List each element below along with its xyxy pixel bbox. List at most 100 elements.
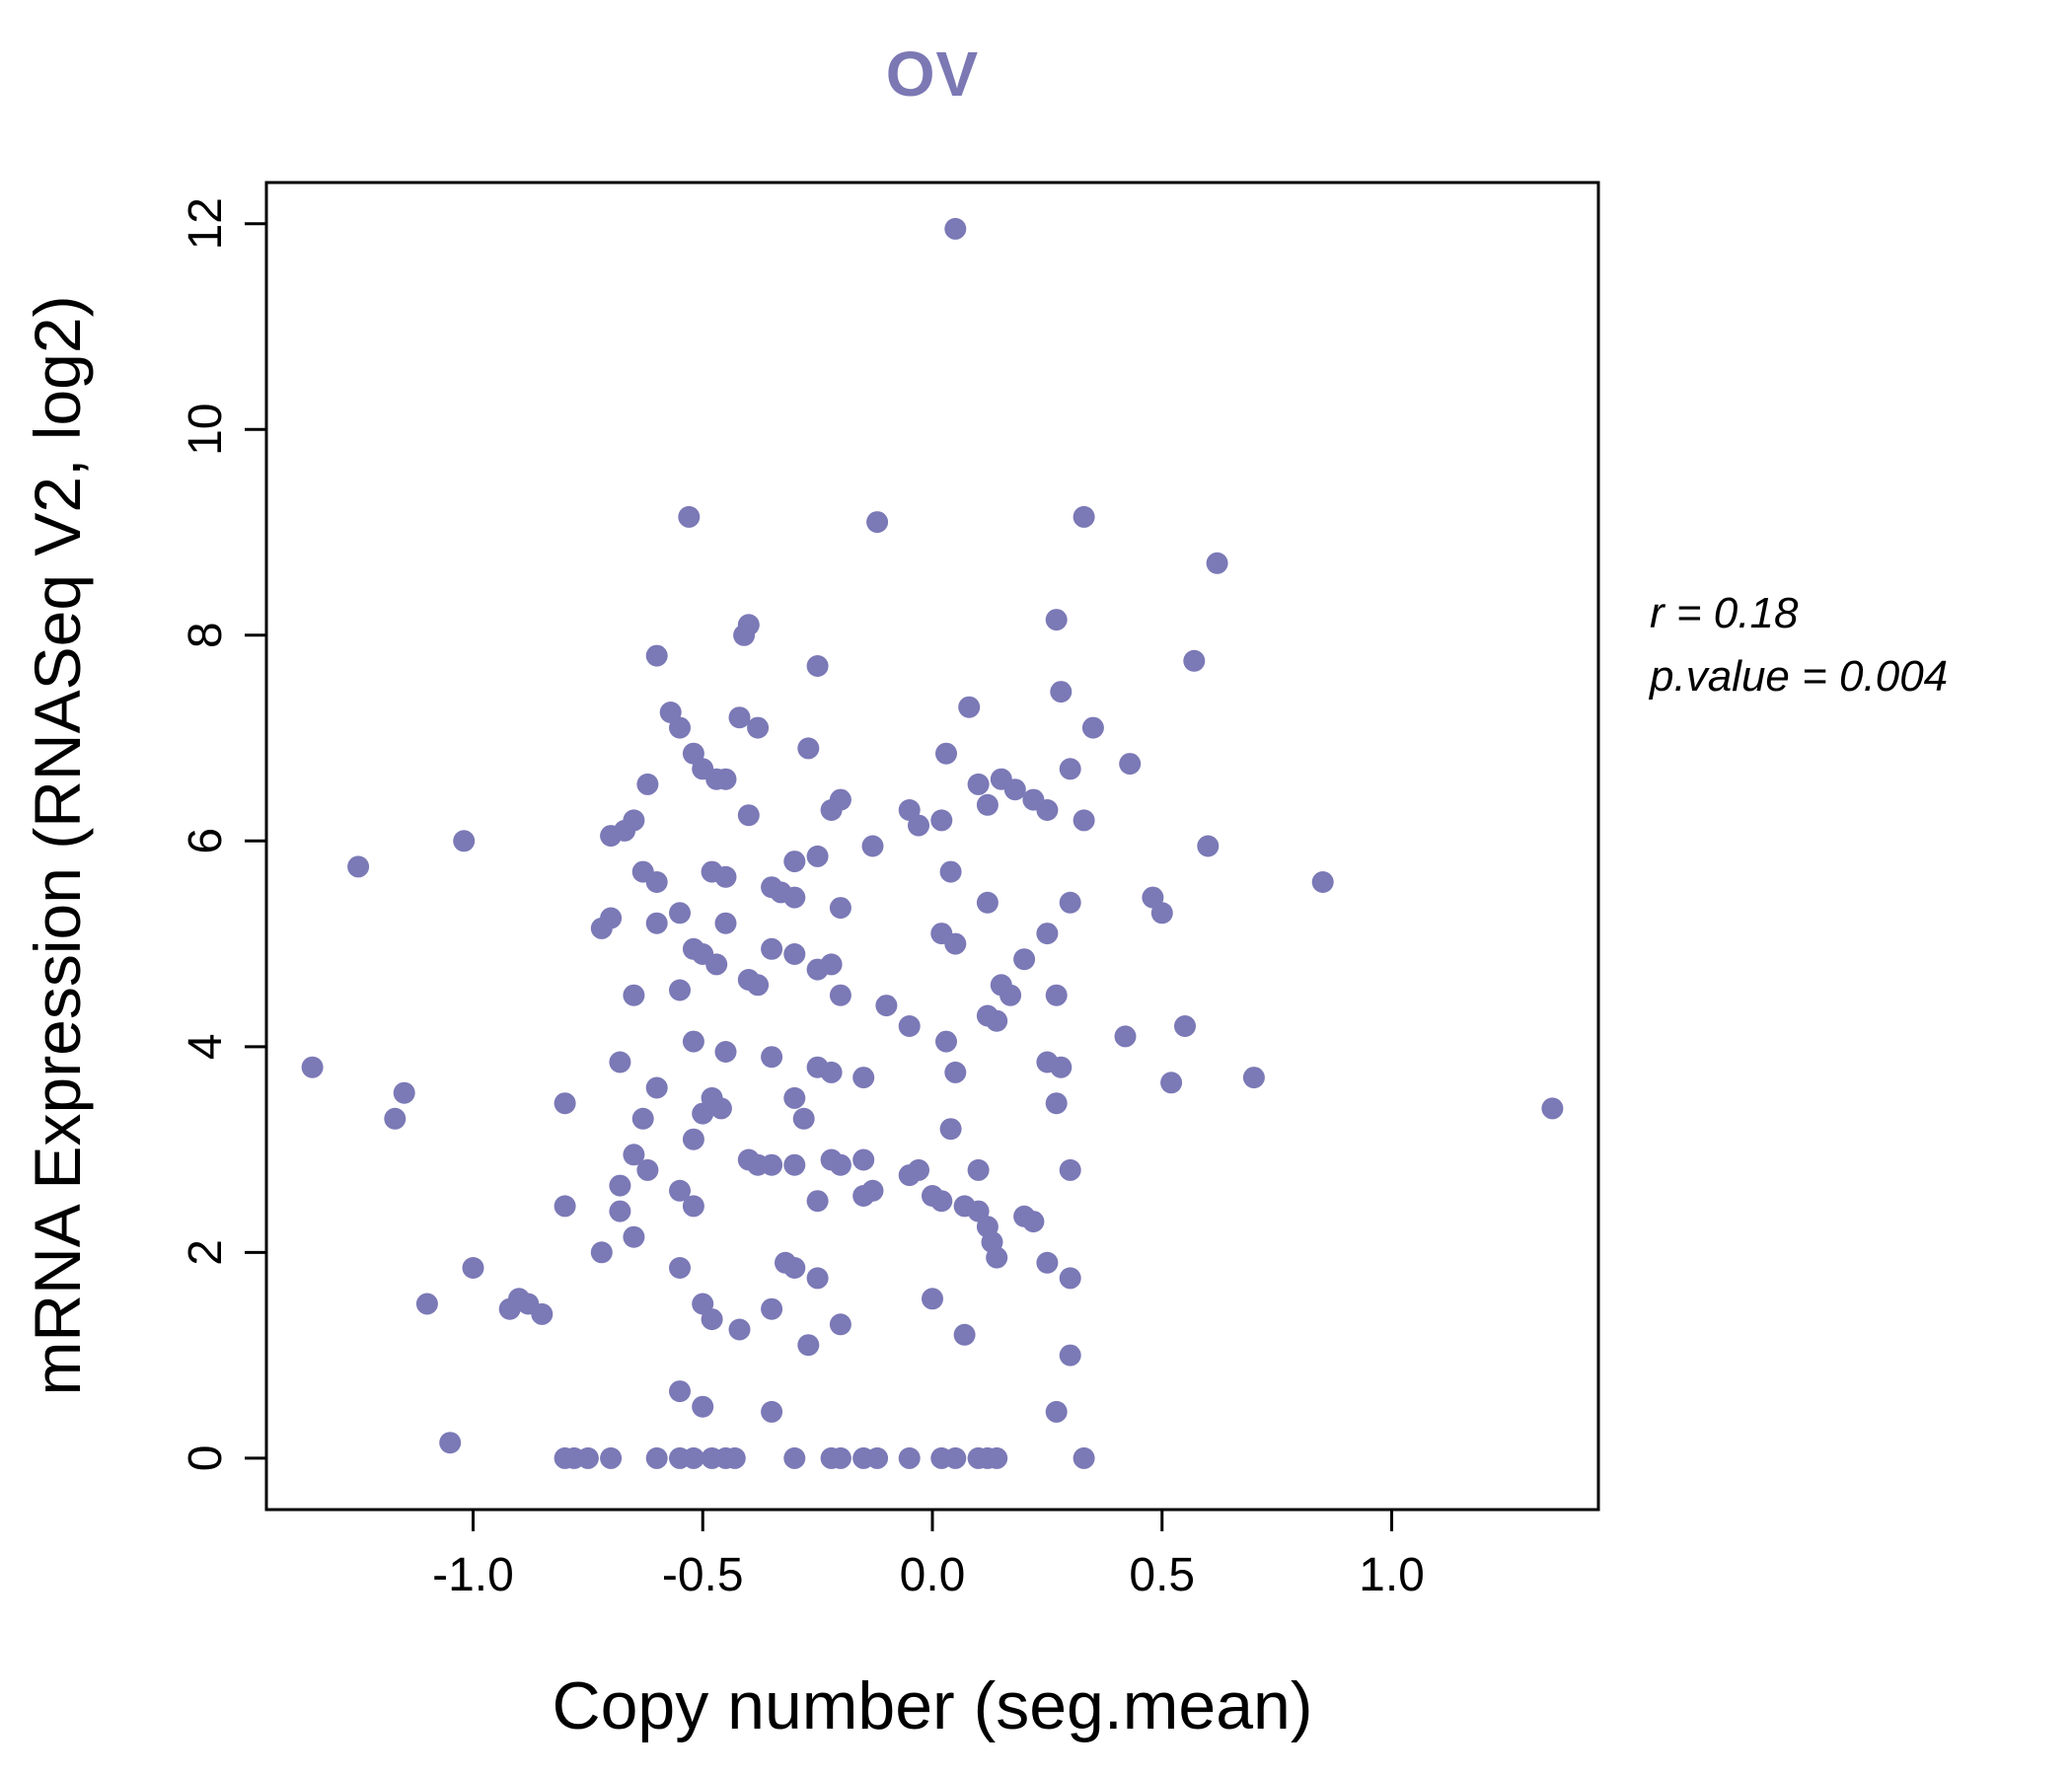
data-point (1045, 984, 1068, 1006)
data-point (1073, 505, 1095, 528)
data-point (1150, 902, 1173, 925)
y-tick-label: 8 (180, 622, 232, 648)
data-point (797, 1334, 820, 1357)
data-point (692, 1395, 714, 1418)
data-point (1013, 948, 1036, 971)
data-point (645, 912, 668, 934)
data-point (714, 1041, 737, 1063)
data-point (669, 1257, 691, 1279)
data-point (1059, 1267, 1081, 1290)
data-point (636, 1158, 659, 1181)
data-point (930, 809, 953, 832)
data-point (301, 1056, 324, 1078)
y-tick-label: 12 (180, 197, 232, 250)
data-point (829, 897, 851, 920)
data-point (669, 1179, 691, 1202)
data-point (999, 984, 1022, 1006)
data-point (415, 1293, 438, 1315)
y-tick-label: 10 (180, 404, 232, 456)
data-point (498, 1297, 521, 1320)
data-point (1022, 1211, 1045, 1233)
data-point (783, 1257, 806, 1279)
data-point (669, 1380, 691, 1403)
data-point (976, 891, 999, 914)
data-point (682, 1195, 704, 1218)
data-point (590, 917, 613, 939)
data-point (576, 1446, 599, 1469)
data-point (761, 1153, 783, 1176)
data-point (733, 624, 756, 646)
data-point (852, 1185, 875, 1207)
correlation-r-text: r = 0.18 (1650, 589, 1799, 637)
data-point (636, 773, 659, 795)
data-point (1183, 649, 1206, 672)
data-point (1081, 716, 1104, 739)
data-point (645, 1446, 668, 1469)
data-point (709, 1097, 732, 1120)
data-point (705, 953, 728, 976)
data-point (820, 953, 843, 976)
data-point (609, 1200, 631, 1222)
data-point (976, 793, 999, 816)
data-point (1206, 552, 1228, 574)
data-point (609, 1051, 631, 1073)
data-point (1036, 799, 1059, 821)
data-point (623, 984, 645, 1006)
data-point (958, 696, 981, 718)
data-point (747, 716, 770, 739)
data-point (783, 1153, 806, 1176)
data-point (1541, 1097, 1564, 1120)
data-point (783, 943, 806, 965)
data-point (453, 830, 476, 852)
data-point (623, 1225, 645, 1248)
data-point (645, 1076, 668, 1099)
data-point (761, 1297, 783, 1320)
data-point (692, 1102, 714, 1125)
data-point (820, 1061, 843, 1083)
data-point (783, 1086, 806, 1109)
data-point (820, 799, 843, 821)
data-point (701, 1308, 723, 1331)
data-point (714, 768, 737, 790)
data-point (783, 1446, 806, 1469)
data-point (1059, 1344, 1081, 1367)
x-tick-label: -0.5 (662, 1549, 744, 1601)
data-point (829, 1446, 851, 1469)
data-point (967, 773, 990, 795)
y-tick-label: 2 (180, 1239, 232, 1266)
data-point (986, 1446, 1008, 1469)
x-tick-label: -1.0 (432, 1549, 514, 1601)
y-tick-label: 0 (180, 1445, 232, 1472)
data-point (590, 1241, 613, 1264)
data-point (609, 1174, 631, 1197)
data-point (1059, 891, 1081, 914)
data-point (797, 737, 820, 760)
data-point (714, 865, 737, 888)
data-point (908, 814, 929, 837)
data-point (944, 1061, 967, 1083)
data-point (1119, 753, 1142, 776)
data-point (623, 1144, 645, 1166)
data-point (898, 1164, 921, 1187)
data-point (898, 1446, 921, 1469)
data-point (645, 644, 668, 667)
data-point (1003, 778, 1026, 801)
data-point (944, 217, 967, 240)
data-point (792, 1107, 815, 1130)
data-point (806, 1190, 829, 1213)
data-point (1174, 1015, 1196, 1037)
x-tick-label: 1.0 (1359, 1549, 1425, 1601)
y-tick-label: 4 (180, 1033, 232, 1060)
data-point (1045, 1092, 1068, 1115)
data-point (875, 995, 898, 1017)
data-point (678, 505, 701, 528)
data-point (986, 1246, 1008, 1269)
stats-annotation: r = 0.18 p.value = 0.004 (1650, 582, 1948, 708)
data-point (898, 1015, 921, 1037)
data-point (1160, 1072, 1183, 1094)
data-point (1050, 681, 1073, 703)
data-point (866, 511, 889, 534)
x-tick-label: 0.5 (1129, 1549, 1195, 1601)
data-point (728, 706, 751, 729)
data-point (967, 1158, 990, 1181)
